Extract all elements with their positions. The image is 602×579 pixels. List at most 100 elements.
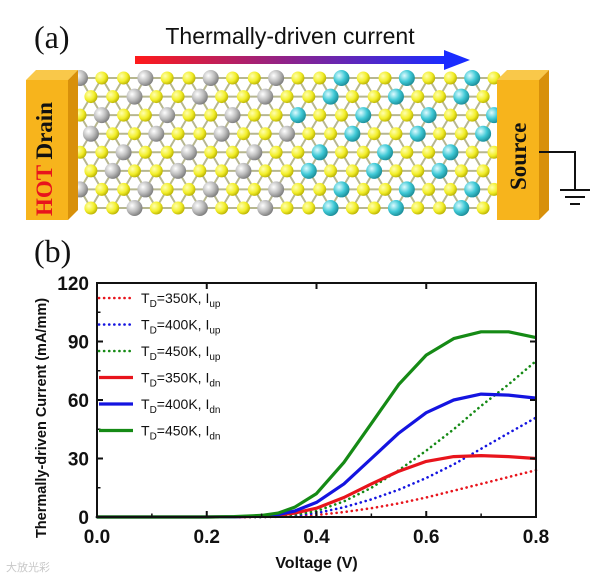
y-tick-label: 0 — [78, 508, 89, 529]
lattice-atom — [465, 145, 479, 159]
lattice-atom — [356, 71, 370, 85]
lattice-atom — [160, 71, 174, 85]
lattice-atom — [387, 200, 404, 216]
lattice-atom — [345, 201, 359, 215]
lattice-atom — [247, 108, 261, 122]
lattice-atom — [84, 201, 98, 215]
lattice-atom — [409, 125, 426, 142]
lattice-atom — [476, 90, 490, 104]
lattice-atom — [236, 127, 250, 141]
lattice-atom — [202, 70, 219, 86]
lattice-atom — [289, 107, 306, 124]
lattice-atom — [236, 90, 250, 104]
lattice-atom — [182, 108, 196, 122]
lattice-atom — [431, 162, 448, 179]
x-tick-label: 0.6 — [413, 527, 439, 548]
y-axis-label: Thermally-driven Current (mA/mm) — [34, 298, 50, 538]
lattice-atom — [334, 108, 348, 122]
lattice-atom — [180, 144, 197, 161]
lattice-atom — [378, 71, 392, 85]
lattice-atom — [215, 201, 229, 215]
lattice-atom — [454, 164, 468, 178]
legend-label: TD=450K, Idn — [141, 423, 220, 443]
lattice-atom — [422, 182, 436, 196]
lattice-atom — [422, 71, 436, 85]
lattice-atom — [115, 144, 132, 161]
lattice-atom — [475, 125, 492, 142]
lattice-atom — [400, 108, 414, 122]
lattice-atom — [291, 145, 305, 159]
lattice-atom — [268, 70, 285, 86]
lattice-atom — [159, 107, 176, 124]
legend-label: TD=350K, Iup — [141, 290, 221, 310]
lattice-atom — [464, 70, 481, 86]
lattice-atom — [193, 127, 207, 141]
lattice-atom — [257, 88, 274, 105]
lattice-atom — [160, 145, 174, 159]
lattice-atom — [433, 201, 447, 215]
lattice-atom — [84, 90, 98, 104]
lattice-atom — [127, 164, 141, 178]
lattice-atom — [106, 90, 120, 104]
lattice-atom — [226, 145, 240, 159]
lattice-atom — [324, 164, 338, 178]
lattice-atom — [355, 107, 372, 124]
lattice-atom — [322, 88, 339, 105]
lattice-atom — [433, 90, 447, 104]
lattice-atom — [324, 127, 338, 141]
lattice-atom — [138, 145, 152, 159]
lattice-atom — [204, 108, 218, 122]
drain-text: Drain — [32, 102, 57, 160]
lattice-atom — [302, 201, 316, 215]
lattice-atom — [366, 162, 383, 179]
lattice-atom — [411, 201, 425, 215]
x-tick-label: 0.4 — [303, 527, 330, 548]
lattice-atom — [344, 125, 361, 142]
lattice-atom — [389, 127, 403, 141]
legend: TD=350K, Iup TD=400K, Iup TD=450K, Iup TD=3… — [97, 290, 221, 443]
lattice-atom — [377, 144, 394, 161]
lattice-atom — [171, 127, 185, 141]
legend-label: TD=350K, Idn — [141, 370, 220, 390]
lattice-atom — [279, 125, 295, 142]
lattice-atom — [149, 164, 163, 178]
iv-chart: 0.0 0.2 0.4 0.6 0.8 0 30 60 90 120 Voltage (V) Ther… — [34, 274, 549, 572]
lattice-atom — [93, 107, 110, 124]
lattice-atom — [378, 182, 392, 196]
legend-label: TD=400K, Iup — [141, 317, 221, 337]
lattice-atom — [464, 181, 481, 198]
lattice-atom — [302, 127, 316, 141]
lattice-atom — [378, 108, 392, 122]
lattice-atom — [334, 145, 348, 159]
lattice-atom — [333, 70, 350, 86]
lattice-atom — [257, 200, 274, 216]
lattice-atom — [202, 181, 219, 198]
lattice-atom — [302, 90, 316, 104]
lattice-atom — [104, 162, 121, 179]
lattice-atom — [235, 162, 252, 179]
lattice-atom — [322, 200, 339, 216]
lattice-atom — [126, 200, 143, 216]
lattice-atom — [442, 144, 459, 161]
lattice-atom — [204, 145, 218, 159]
lattice-atom — [137, 70, 154, 86]
lattice-atom — [280, 90, 294, 104]
lattice-atom — [398, 181, 415, 198]
lattice-atom — [160, 182, 174, 196]
lattice-atom — [182, 71, 196, 85]
panel-a-label: (a) — [34, 19, 70, 55]
drain-hot-text: HOT — [32, 165, 57, 216]
x-tick-label: 0.0 — [84, 527, 110, 548]
drain-electrode: HOT Drain — [26, 70, 78, 220]
lattice-atom — [191, 88, 208, 105]
svg-text:HOT Drain: HOT Drain — [32, 102, 57, 216]
lattice-atom — [84, 164, 98, 178]
lattice-atom — [171, 201, 185, 215]
lattice-atom — [171, 90, 185, 104]
x-tick-label: 0.2 — [194, 527, 220, 548]
lattice-atom — [291, 182, 305, 196]
lattice-atom — [400, 145, 414, 159]
panel-b-label: (b) — [34, 233, 71, 269]
y-tick-label: 90 — [68, 333, 89, 354]
